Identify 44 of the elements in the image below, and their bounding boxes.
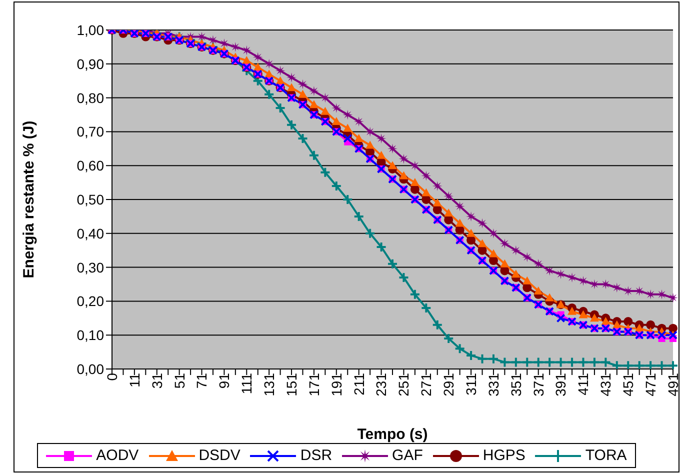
x-tick-label: 431 [598, 372, 614, 396]
x-tick-label: 471 [642, 372, 658, 396]
y-tick-label: 0,50 [76, 191, 104, 208]
x-tick-label: 11 [126, 372, 142, 388]
y-tick-label: 0,40 [76, 225, 104, 242]
y-tick-label: 1,00 [76, 22, 104, 38]
y-tick-label: 0,30 [76, 259, 104, 276]
x-tick-label: 371 [530, 372, 546, 396]
legend-label: TORA [585, 447, 627, 464]
legend-label: AODV [96, 447, 139, 464]
legend-label: HGPS [482, 447, 526, 464]
y-tick-label: 0,00 [76, 360, 104, 377]
x-tick-label: 411 [575, 372, 592, 396]
y-tick-label: 0,60 [76, 158, 104, 174]
y-axis-title: Energia restante % (J) [20, 120, 38, 278]
y-tick-label: 0,70 [76, 124, 104, 140]
x-tick-label: 151 [283, 372, 300, 396]
x-tick-label: 231 [373, 372, 390, 396]
x-tick-label: 271 [418, 372, 434, 396]
x-tick-label: 131 [261, 372, 278, 396]
x-axis-title: Tempo (s) [357, 426, 428, 443]
x-tick-label: 171 [306, 372, 322, 396]
y-tick-label: 0,90 [76, 56, 104, 72]
x-tick-label: 91 [216, 372, 232, 389]
y-tick-label: 0,80 [76, 90, 104, 106]
x-tick-label: 311 [462, 372, 479, 396]
x-tick-label: 291 [440, 372, 457, 396]
x-tick-label: 451 [620, 372, 636, 396]
legend-label: DSDV [198, 447, 240, 464]
y-tick-label: 0,10 [76, 327, 104, 344]
x-tick-label: 51 [171, 372, 188, 389]
x-tick-label: 251 [396, 372, 412, 396]
x-tick-label: 191 [328, 372, 344, 396]
legend-label: GAF [392, 447, 423, 464]
x-tick-label: 351 [508, 372, 524, 396]
legend-label: DSR [300, 447, 332, 464]
x-tick-label: 491 [664, 372, 681, 396]
x-tick-label: 71 [194, 372, 210, 389]
x-tick-label: 331 [485, 372, 502, 396]
y-tick-label: 0,20 [76, 293, 104, 310]
x-tick-label: 211 [350, 372, 367, 396]
x-tick-label: 31 [148, 372, 165, 389]
x-tick-label: 111 [238, 372, 255, 394]
x-tick-label: 391 [552, 372, 569, 396]
